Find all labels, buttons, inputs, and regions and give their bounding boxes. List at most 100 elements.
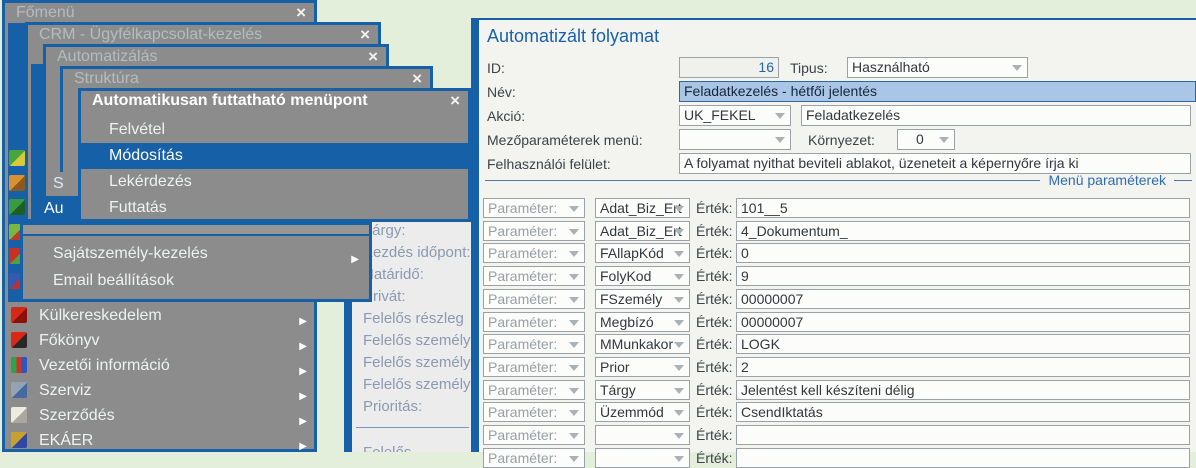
chevron-down-icon bbox=[674, 206, 684, 212]
separator-line bbox=[485, 180, 1041, 181]
akcio-value-field[interactable]: Feladatkezelés bbox=[801, 105, 1191, 126]
chevron-down-icon bbox=[569, 274, 579, 280]
menu-item-vezetoi-informacio[interactable]: Vezetői információ ▶ bbox=[5, 353, 314, 378]
task-label-privat: Privát: bbox=[363, 288, 406, 305]
mezoparameterek-dropdown[interactable] bbox=[679, 129, 791, 150]
menu-item-lekerdezes[interactable]: Lekérdezés bbox=[109, 173, 192, 190]
param-name-dropdown[interactable]: FAllapKód bbox=[595, 243, 690, 263]
param-name-dropdown[interactable]: Tárgy bbox=[595, 380, 690, 400]
menu-icon bbox=[9, 199, 25, 215]
close-icon[interactable]: × bbox=[360, 25, 370, 44]
chevron-down-icon bbox=[674, 342, 684, 348]
task-label-prioritas: Prioritás: bbox=[363, 398, 423, 415]
param-row: Paraméter: FolyKod Érték: 9 bbox=[483, 266, 1195, 286]
chevron-down-icon bbox=[569, 456, 579, 462]
window-title-struktura: Struktúra × bbox=[74, 69, 422, 88]
param-name-dropdown[interactable]: Adat_Biz_Ert bbox=[595, 198, 690, 218]
ertek-label: Érték: bbox=[696, 223, 733, 239]
param-name-dropdown[interactable]: Prior bbox=[595, 357, 690, 377]
kornyezet-dropdown[interactable]: 0 bbox=[897, 129, 955, 150]
param-name-dropdown[interactable]: FSzemély bbox=[595, 289, 690, 309]
mezoparameterek-label: Mezőparaméterek menü: bbox=[487, 132, 643, 148]
menu-icon bbox=[9, 150, 25, 166]
parameter-dropdown[interactable]: Paraméter: bbox=[483, 312, 585, 332]
parameter-dropdown[interactable]: Paraméter: bbox=[483, 425, 585, 445]
akcio-code-dropdown[interactable]: UK_FEKEL bbox=[679, 105, 791, 126]
menu-item-szerzodes[interactable]: Szerződés ▶ bbox=[5, 403, 314, 428]
menu-item-futtatas[interactable]: Futtatás bbox=[109, 199, 167, 216]
menu-item-sajatszemely-kezeles[interactable]: Sajátszemély-kezelés ▶ bbox=[23, 241, 369, 267]
parameter-dropdown[interactable]: Paraméter: bbox=[483, 334, 585, 354]
param-value-field[interactable] bbox=[736, 448, 1190, 468]
parameter-dropdown[interactable]: Paraméter: bbox=[483, 198, 585, 218]
menu-item-fokonyv[interactable]: Főkönyv ▶ bbox=[5, 328, 314, 353]
felhasznaloi-field[interactable]: A folyamat nyithat beviteli ablakot, üze… bbox=[679, 153, 1191, 174]
param-name-dropdown[interactable]: Megbízó bbox=[595, 312, 690, 332]
id-field[interactable]: 16 bbox=[679, 57, 779, 78]
parameter-dropdown[interactable]: Paraméter: bbox=[483, 243, 585, 263]
task-label-szemely-1: Felelős személy bbox=[363, 332, 471, 349]
tipus-dropdown[interactable]: Használható bbox=[847, 57, 1028, 78]
param-value-field[interactable]: 00000007 bbox=[736, 289, 1190, 309]
akcio-label: Akció: bbox=[487, 108, 526, 124]
chevron-down-icon bbox=[569, 433, 579, 439]
param-name-dropdown[interactable]: Üzemmód bbox=[595, 402, 690, 422]
param-name-dropdown[interactable]: Adat_Biz_Ert bbox=[595, 221, 690, 241]
param-row: Paraméter: FAllapKód Érték: 0 bbox=[483, 243, 1195, 263]
submenu-panel: Sajátszemély-kezelés ▶ Email beállítások bbox=[20, 222, 372, 302]
param-value-field[interactable]: 9 bbox=[736, 266, 1190, 286]
parameter-dropdown[interactable]: Paraméter: bbox=[483, 266, 585, 286]
highlighted-menu-trail bbox=[31, 64, 43, 222]
parameter-dropdown[interactable]: Paraméter: bbox=[483, 289, 585, 309]
chevron-down-icon bbox=[674, 320, 684, 326]
chevron-down-icon bbox=[775, 137, 785, 143]
chevron-down-icon bbox=[1012, 65, 1022, 71]
parameter-dropdown[interactable]: Paraméter: bbox=[483, 221, 585, 241]
menu-item-felvetel[interactable]: Felvétel bbox=[109, 121, 166, 138]
param-value-field[interactable]: 0 bbox=[736, 243, 1190, 263]
window-title-crm: CRM - Ügyfélkapcsolat-kezelés × bbox=[39, 25, 370, 44]
menu-item-modositas-selected[interactable]: Módosítás bbox=[81, 143, 468, 169]
chevron-down-icon bbox=[674, 410, 684, 416]
close-icon[interactable]: × bbox=[296, 3, 306, 22]
tipus-label: Tipus: bbox=[790, 60, 828, 76]
param-name-dropdown[interactable]: FolyKod bbox=[595, 266, 690, 286]
param-value-field[interactable]: Jelentést kell készíteni délig bbox=[736, 380, 1190, 400]
parameter-dropdown[interactable]: Paraméter: bbox=[483, 402, 585, 422]
close-icon[interactable]: × bbox=[412, 69, 422, 88]
param-value-field[interactable]: CsendIktatás bbox=[736, 402, 1190, 422]
partial-menu-item: S bbox=[46, 172, 78, 196]
ertek-label: Érték: bbox=[696, 314, 733, 330]
tools-icon bbox=[11, 382, 27, 398]
task-form-divider bbox=[356, 427, 469, 428]
menu-item-ekaer[interactable]: EKÁER ▶ bbox=[5, 428, 314, 453]
param-row: Paraméter: Adat_Biz_Ert Érték: 4_Dokumen… bbox=[483, 221, 1195, 241]
nev-field-selected[interactable]: Feladatkezelés - hétfői jelentés bbox=[679, 81, 1196, 102]
param-value-field[interactable]: LOGK bbox=[736, 334, 1190, 354]
window-title-fomenu: Főmenü × bbox=[16, 3, 306, 22]
menu-item-kulkereskedelem[interactable]: Külkereskedelem ▶ bbox=[5, 303, 314, 328]
param-row: Paraméter: Adat_Biz_Ert Érték: 101__5 bbox=[483, 198, 1195, 218]
menu-item-szerviz[interactable]: Szerviz ▶ bbox=[5, 378, 314, 403]
parameter-dropdown[interactable]: Paraméter: bbox=[483, 380, 585, 400]
param-value-field[interactable]: 4_Dokumentum_ bbox=[736, 221, 1190, 241]
param-name-dropdown[interactable] bbox=[595, 448, 690, 468]
parameter-dropdown[interactable]: Paraméter: bbox=[483, 448, 585, 468]
param-value-field[interactable]: 101__5 bbox=[736, 198, 1190, 218]
menu-parameterek-separator: Menü paraméterek bbox=[485, 172, 1192, 188]
menu-item-email-beallitasok[interactable]: Email beállítások bbox=[53, 272, 174, 289]
param-value-field[interactable] bbox=[736, 425, 1190, 445]
param-value-field[interactable]: 00000007 bbox=[736, 312, 1190, 332]
close-icon[interactable]: × bbox=[368, 47, 378, 66]
param-value-field[interactable]: 2 bbox=[736, 357, 1190, 377]
ledger-book-icon bbox=[11, 332, 27, 348]
close-icon[interactable]: × bbox=[450, 91, 460, 110]
chevron-down-icon bbox=[569, 388, 579, 394]
parameter-dropdown[interactable]: Paraméter: bbox=[483, 357, 585, 377]
chevron-down-icon bbox=[569, 342, 579, 348]
ertek-label: Érték: bbox=[696, 427, 733, 443]
param-name-dropdown[interactable] bbox=[595, 425, 690, 445]
param-name-dropdown[interactable]: MMunkakor bbox=[595, 334, 690, 354]
task-label-szemely-3: Felelős személy bbox=[363, 376, 471, 393]
